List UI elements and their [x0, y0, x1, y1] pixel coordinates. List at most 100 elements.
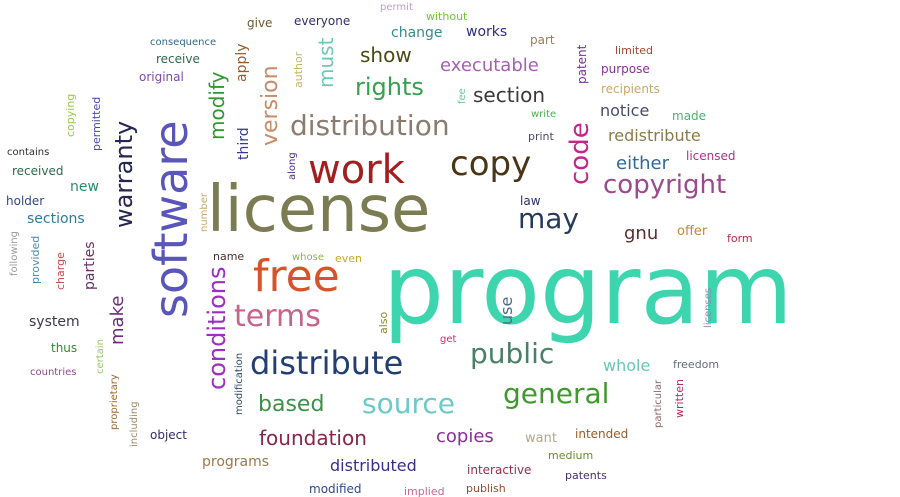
word-show: show	[360, 43, 412, 67]
word-may: may	[518, 202, 580, 235]
word-redistribute: redistribute	[608, 126, 701, 145]
word-code: code	[565, 122, 595, 185]
word-public: public	[470, 337, 555, 370]
word-works: works	[466, 24, 508, 40]
word-implied: implied	[404, 485, 445, 497]
word-license: license	[207, 173, 431, 247]
word-get: get	[440, 334, 457, 345]
word-want: want	[525, 431, 557, 446]
word-written: written	[673, 379, 686, 418]
word-offer: offer	[677, 224, 708, 239]
word-permitted: permitted	[90, 96, 103, 151]
word-thus: thus	[51, 341, 78, 355]
word-even: even	[335, 252, 363, 265]
word-software: software	[144, 120, 198, 318]
word-object: object	[150, 428, 187, 442]
word-copies: copies	[436, 426, 494, 447]
word-certain: certain	[95, 339, 106, 374]
word-make: make	[107, 295, 128, 345]
word-program: program	[383, 234, 793, 346]
word-use: use	[497, 296, 516, 325]
word-print: print	[528, 130, 554, 143]
word-charge: charge	[54, 252, 67, 290]
word-number: number	[199, 192, 210, 232]
word-patent: patent	[575, 44, 589, 84]
word-copying: copying	[64, 93, 77, 137]
word-limited: limited	[615, 44, 653, 57]
word-sections: sections	[27, 211, 85, 227]
word-section: section	[473, 83, 546, 107]
word-permit: permit	[380, 2, 413, 13]
word-third: third	[236, 127, 252, 160]
word-everyone: everyone	[294, 14, 351, 28]
word-interactive: interactive	[467, 463, 532, 477]
word-gnu: gnu	[624, 223, 659, 244]
word-holder: holder	[6, 194, 45, 208]
word-system: system	[29, 314, 80, 330]
word-including: including	[129, 401, 140, 447]
word-law: law	[520, 194, 541, 208]
word-conditions: conditions	[203, 266, 231, 390]
word-following: following	[9, 231, 20, 276]
word-version: version	[258, 65, 283, 146]
word-provided: provided	[29, 235, 42, 284]
word-medium: medium	[548, 449, 594, 462]
word-warranty: warranty	[110, 120, 138, 228]
word-form: form	[727, 232, 753, 245]
word-distribute: distribute	[250, 344, 404, 382]
word-modified: modified	[309, 482, 362, 496]
word-free: free	[253, 251, 340, 302]
word-recipients: recipients	[601, 82, 660, 96]
word-purpose: purpose	[601, 62, 650, 76]
word-programs: programs	[202, 454, 270, 470]
word-licenses: licenses	[703, 287, 714, 328]
word-freedom: freedom	[673, 358, 720, 371]
word-also: also	[377, 311, 390, 334]
word-must: must	[314, 37, 338, 88]
word-copyright: copyright	[603, 170, 727, 200]
word-consequence: consequence	[150, 37, 217, 48]
word-distributed: distributed	[330, 456, 417, 475]
word-copy: copy	[450, 144, 532, 184]
word-distribution: distribution	[290, 109, 450, 142]
word-original: original	[139, 70, 184, 84]
word-modify: modify	[205, 71, 229, 141]
word-without: without	[426, 10, 468, 23]
word-publish: publish	[466, 482, 506, 495]
word-intended: intended	[575, 427, 629, 441]
word-parties: parties	[82, 241, 98, 290]
word-name: name	[213, 250, 245, 263]
word-made: made	[672, 109, 707, 123]
word-patents: patents	[565, 469, 607, 482]
word-fee: fee	[457, 88, 468, 104]
word-work: work	[308, 147, 405, 193]
word-source: source	[362, 387, 455, 420]
word-general: general	[503, 377, 610, 410]
word-whose: whose	[292, 252, 324, 263]
word-whole: whole	[603, 356, 651, 375]
word-rights: rights	[355, 73, 424, 101]
word-part: part	[530, 33, 555, 47]
word-write: write	[531, 109, 557, 120]
word-modification: modification	[234, 352, 245, 415]
word-change: change	[391, 25, 443, 41]
word-licensed: licensed	[686, 149, 736, 163]
word-contains: contains	[7, 147, 50, 158]
word-either: either	[616, 153, 670, 174]
word-received: received	[12, 164, 64, 178]
word-give: give	[247, 16, 273, 30]
word-particular: particular	[653, 379, 664, 428]
word-foundation: foundation	[259, 426, 367, 450]
word-notice: notice	[600, 101, 650, 120]
word-based: based	[258, 392, 325, 417]
word-receive: receive	[156, 52, 200, 66]
word-apply: apply	[234, 43, 250, 82]
word-author: author	[292, 51, 305, 88]
word-countries: countries	[30, 367, 77, 378]
word-executable: executable	[440, 55, 539, 76]
word-new: new	[70, 179, 99, 195]
word-terms: terms	[234, 299, 321, 334]
word-proprietary: proprietary	[109, 374, 120, 430]
word-along: along	[287, 152, 298, 180]
